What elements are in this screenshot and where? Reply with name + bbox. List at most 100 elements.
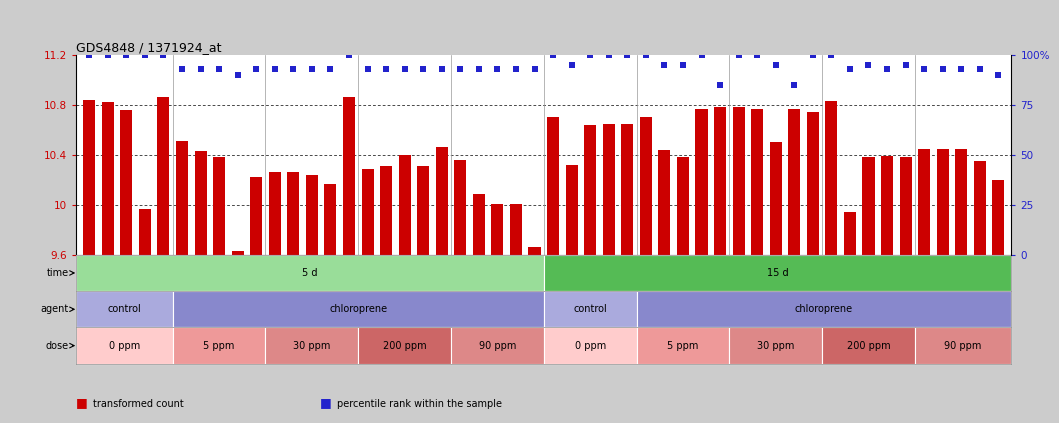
Point xyxy=(600,52,617,58)
Text: chloroprene: chloroprene xyxy=(795,304,852,314)
Text: 15 d: 15 d xyxy=(767,268,788,278)
Bar xyxy=(250,177,263,255)
Text: dose: dose xyxy=(46,341,69,351)
Text: percentile rank within the sample: percentile rank within the sample xyxy=(337,399,502,409)
Point xyxy=(285,66,302,72)
Point xyxy=(507,66,524,72)
Bar xyxy=(269,173,281,255)
Text: 0 ppm: 0 ppm xyxy=(109,341,140,351)
Point xyxy=(80,52,97,58)
Point xyxy=(953,66,970,72)
Bar xyxy=(510,203,522,255)
Point xyxy=(618,52,635,58)
Point xyxy=(396,66,413,72)
Point xyxy=(656,62,672,69)
Text: time: time xyxy=(47,268,69,278)
Text: control: control xyxy=(108,304,141,314)
Point xyxy=(378,66,395,72)
Point xyxy=(638,52,654,58)
Point xyxy=(916,66,933,72)
Bar xyxy=(102,102,113,255)
Point xyxy=(675,62,692,69)
Point xyxy=(433,66,450,72)
Bar xyxy=(472,194,485,255)
Text: 90 ppm: 90 ppm xyxy=(945,341,982,351)
Point xyxy=(118,52,134,58)
Bar xyxy=(677,157,689,255)
Text: 30 ppm: 30 ppm xyxy=(757,341,794,351)
Point xyxy=(767,62,784,69)
Bar xyxy=(544,255,1011,291)
Text: 200 ppm: 200 ppm xyxy=(383,341,427,351)
Bar xyxy=(918,148,930,255)
Bar xyxy=(636,291,1011,327)
Bar xyxy=(173,327,266,364)
Bar xyxy=(822,327,915,364)
Text: control: control xyxy=(573,304,607,314)
Bar xyxy=(158,97,169,255)
Point xyxy=(786,82,803,88)
Point xyxy=(359,66,376,72)
Point xyxy=(749,52,766,58)
Bar xyxy=(788,109,801,255)
Bar xyxy=(733,107,744,255)
Bar xyxy=(548,118,559,255)
Bar xyxy=(84,100,95,255)
Bar xyxy=(76,327,173,364)
Point xyxy=(137,52,154,58)
Bar xyxy=(585,125,596,255)
Bar xyxy=(121,110,132,255)
Bar xyxy=(955,148,967,255)
Point xyxy=(990,71,1007,78)
Bar xyxy=(881,156,893,255)
Bar xyxy=(899,157,912,255)
Point xyxy=(174,66,191,72)
Bar xyxy=(825,101,838,255)
Bar xyxy=(361,169,374,255)
Bar xyxy=(936,148,949,255)
Text: 90 ppm: 90 ppm xyxy=(479,341,516,351)
Bar xyxy=(751,109,764,255)
Bar xyxy=(714,107,726,255)
Bar xyxy=(435,147,448,255)
Bar xyxy=(807,113,819,255)
Text: GDS4848 / 1371924_at: GDS4848 / 1371924_at xyxy=(76,41,221,54)
Point xyxy=(544,52,561,58)
Point xyxy=(934,66,951,72)
Point xyxy=(526,66,543,72)
Point xyxy=(248,66,265,72)
Bar xyxy=(730,327,822,364)
Text: chloroprene: chloroprene xyxy=(329,304,388,314)
Bar xyxy=(139,209,151,255)
Bar xyxy=(844,212,856,255)
Bar xyxy=(696,109,707,255)
Bar xyxy=(915,327,1011,364)
Bar xyxy=(544,327,636,364)
Bar xyxy=(622,124,633,255)
Bar xyxy=(324,184,337,255)
Point xyxy=(415,66,432,72)
Point xyxy=(879,66,896,72)
Point xyxy=(730,52,747,58)
Text: ■: ■ xyxy=(76,396,88,409)
Bar xyxy=(213,157,226,255)
Bar xyxy=(862,157,875,255)
Bar xyxy=(659,150,670,255)
Point xyxy=(266,66,283,72)
Point xyxy=(712,82,729,88)
Bar xyxy=(343,97,355,255)
Bar xyxy=(451,327,544,364)
Point xyxy=(322,66,339,72)
Point xyxy=(971,66,988,72)
Bar xyxy=(380,166,392,255)
Point xyxy=(693,52,710,58)
Text: 200 ppm: 200 ppm xyxy=(846,341,891,351)
Point xyxy=(155,52,172,58)
Point xyxy=(860,62,877,69)
Bar xyxy=(528,247,540,255)
Bar xyxy=(176,141,189,255)
Bar xyxy=(306,175,318,255)
Bar xyxy=(287,173,300,255)
Point xyxy=(211,66,228,72)
Text: agent: agent xyxy=(40,304,69,314)
